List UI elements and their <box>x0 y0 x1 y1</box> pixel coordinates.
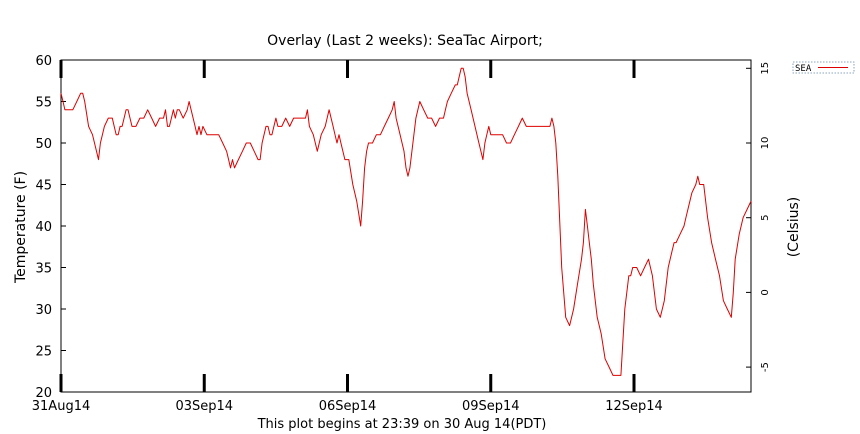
y-tick-label: 30 <box>35 303 52 318</box>
legend: SEA <box>792 61 855 74</box>
y2-tick-label: 15 <box>760 62 771 75</box>
y2-tick-label: 0 <box>760 289 771 295</box>
y-tick-label: 60 <box>35 54 52 69</box>
x-tick-label: 09Sep14 <box>462 399 520 414</box>
legend-box <box>792 61 855 74</box>
y-tick-label: 35 <box>35 262 52 277</box>
chart-title: Overlay (Last 2 weeks): SeaTac Airport; <box>267 33 543 49</box>
x-tick-label: 06Sep14 <box>319 399 377 414</box>
y-tick-label: 50 <box>35 137 52 152</box>
footer-note: This plot begins at 23:39 on 30 Aug 14(P… <box>257 417 547 432</box>
y2-tick-label: 10 <box>760 137 771 150</box>
y-tick-label: 55 <box>35 96 52 111</box>
y-tick-label: 20 <box>35 386 52 401</box>
x-tick-label: 31Aug14 <box>32 399 90 414</box>
y2-tick-label: 5 <box>760 215 771 221</box>
axis-ticks: 20 25 30 35 40 45 50 55 60 -5 0 5 10 15 31Aug14 03Sep14… <box>32 54 771 414</box>
y2-axis-title: (Celsius) <box>786 197 802 258</box>
legend-label: SEA <box>795 64 812 74</box>
series-line-sea <box>60 67 752 376</box>
y-tick-label: 45 <box>35 179 52 194</box>
series-layer <box>60 67 752 376</box>
x-tick-label: 12Sep14 <box>605 399 663 414</box>
x-tick-label: 03Sep14 <box>175 399 233 414</box>
y-tick-label: 25 <box>35 345 52 360</box>
y-tick-label: 40 <box>35 220 52 235</box>
plot-axes <box>60 59 752 393</box>
y-axis-title: Temperature (F) <box>13 171 29 284</box>
y2-tick-label: -5 <box>760 362 771 372</box>
plot-frame <box>60 59 752 393</box>
